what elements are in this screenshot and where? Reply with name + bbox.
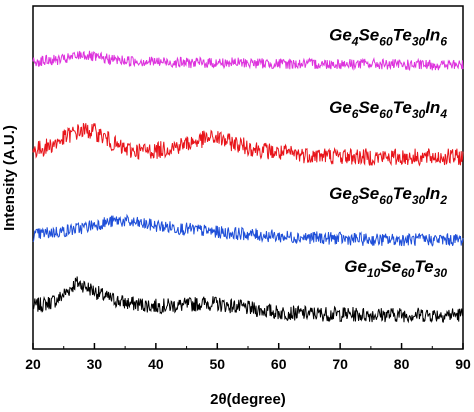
series-label-part: In: [425, 98, 440, 117]
x-axis-title: 2θ(degree): [210, 391, 286, 408]
series-label-part: 30: [412, 193, 426, 207]
series-label-part: 10: [367, 266, 381, 280]
x-tick-label: 90: [455, 356, 471, 372]
series-label-part: 4: [439, 107, 447, 121]
series-label-part: 8: [352, 193, 359, 207]
series-label-part: 60: [401, 266, 415, 280]
series-label-part: 2: [439, 193, 447, 207]
series-line-1: [32, 213, 464, 247]
series-label-part: 60: [379, 107, 393, 121]
series-label-part: 60: [379, 193, 393, 207]
series-label-part: Ge: [329, 98, 352, 117]
series-label-part: Se: [358, 184, 379, 203]
x-tick-label: 80: [394, 356, 410, 372]
series-label-part: 4: [351, 34, 359, 48]
series-line-0: [32, 276, 464, 324]
series-label-part: 30: [434, 266, 448, 280]
series-line-3: [32, 50, 464, 72]
series-label-2: Ge6Se60Te30In4: [329, 98, 447, 121]
series-label-3: Ge4Se60Te30In6: [329, 25, 447, 48]
series-label-part: In: [425, 25, 440, 44]
series-label-part: 6: [440, 34, 447, 48]
series-label-part: Ge: [329, 25, 352, 44]
series-label-part: 6: [352, 107, 359, 121]
y-axis-title: Intensity (A.U.): [1, 125, 18, 231]
x-tick-label: 20: [25, 356, 41, 372]
x-axis-ticks: 20 30 40 50 60 70 80 90: [25, 343, 471, 372]
x-tick-label: 60: [271, 356, 287, 372]
x-tick-label: 50: [209, 356, 225, 372]
x-tick-label: 70: [332, 356, 348, 372]
series-traces: [32, 50, 464, 324]
series-label-part: Ge: [329, 184, 352, 203]
series-line-2: [32, 123, 464, 167]
x-tick-label: 40: [148, 356, 164, 372]
series-label-1: Ge8Se60Te30In2: [329, 184, 447, 207]
series-label-part: 30: [412, 107, 426, 121]
series-label-part: Te: [393, 184, 412, 203]
series-label-part: Te: [393, 25, 412, 44]
series-label-part: 60: [379, 34, 393, 48]
series-label-part: Se: [380, 257, 401, 276]
series-label-part: Se: [358, 25, 379, 44]
x-tick-label: 30: [87, 356, 103, 372]
series-label-part: In: [425, 184, 440, 203]
series-label-part: Te: [414, 257, 433, 276]
series-label-0: Ge10Se60Te30: [344, 257, 447, 280]
series-label-part: 30: [412, 34, 426, 48]
series-label-part: Se: [358, 98, 379, 117]
series-labels: Ge4Se60Te30In6Ge6Se60Te30In4Ge8Se60Te30I…: [329, 25, 447, 280]
series-label-part: Ge: [344, 257, 367, 276]
series-label-part: Te: [393, 98, 412, 117]
